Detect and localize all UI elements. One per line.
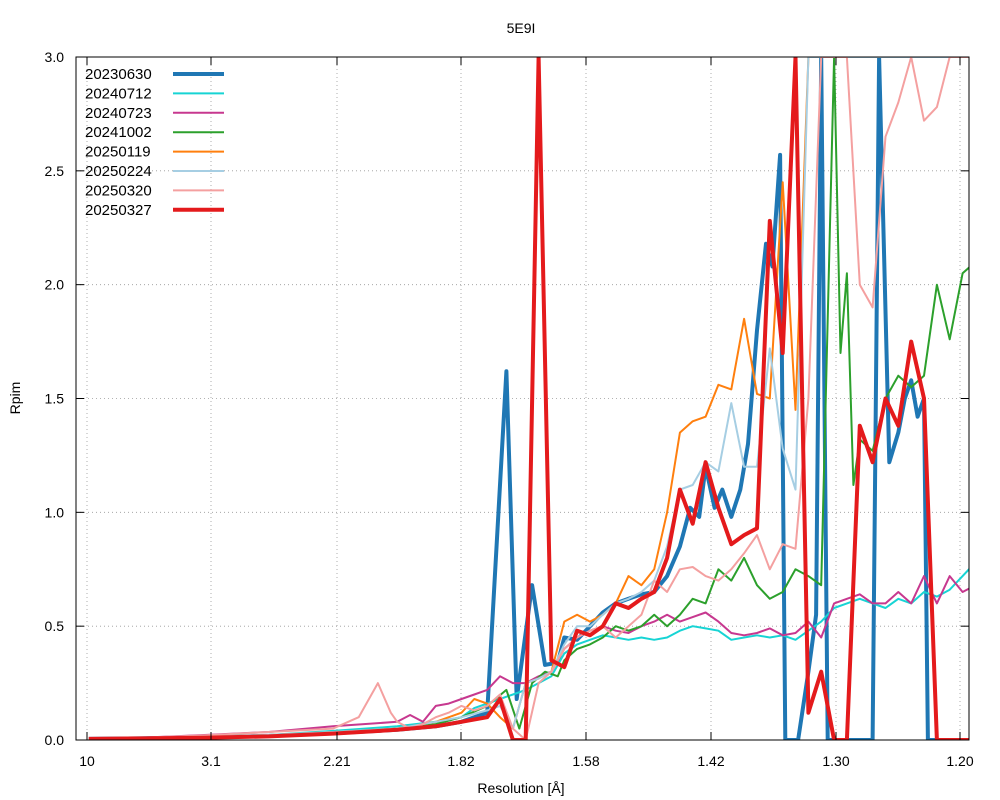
legend-label-20250327: 20250327 xyxy=(85,202,152,219)
series-line-20241002 xyxy=(88,57,969,740)
y-tick-label: 3.0 xyxy=(45,49,65,65)
x-tick-label: 2.21 xyxy=(323,753,350,769)
y-tick-label: 0.0 xyxy=(45,732,65,748)
series-line-20240723 xyxy=(88,575,969,740)
x-axis-label: Resolution [Å] xyxy=(477,780,564,796)
x-tick-label: 1.82 xyxy=(447,753,474,769)
legend-label-20240712: 20240712 xyxy=(85,85,152,102)
x-tick-label: 1.20 xyxy=(946,753,973,769)
x-tick-label: 10 xyxy=(79,753,95,769)
legend-label-20230630: 20230630 xyxy=(85,66,152,83)
y-axis-label: Rpim xyxy=(7,382,23,415)
legend-label-20250224: 20250224 xyxy=(85,163,152,180)
chart-title: 5E9I xyxy=(507,20,536,36)
y-tick-label: 1.5 xyxy=(45,391,65,407)
y-tick-label: 0.5 xyxy=(45,618,65,634)
y-tick-label: 1.0 xyxy=(45,504,65,520)
series-line-20250320 xyxy=(88,57,969,740)
y-tick-label: 2.0 xyxy=(45,277,65,293)
axis-ticks: 10 3.1 2.21 1.82 1.58 1.42 1.30 1.20 0.0 0.5 1.0 1.… xyxy=(45,49,974,769)
legend: 20230630 20240712 20240723 20241002 20250119… xyxy=(85,66,224,219)
legend-label-20240723: 20240723 xyxy=(85,105,152,122)
series-line-20230630 xyxy=(88,57,969,740)
series-line-20250327 xyxy=(88,57,969,740)
y-tick-label: 2.5 xyxy=(45,163,65,179)
x-tick-label: 3.1 xyxy=(201,753,221,769)
series-lines xyxy=(88,57,969,740)
legend-label-20250320: 20250320 xyxy=(85,182,152,199)
x-tick-label: 1.42 xyxy=(697,753,724,769)
legend-label-20241002: 20241002 xyxy=(85,124,152,141)
plot-frame xyxy=(75,56,970,741)
x-tick-label: 1.30 xyxy=(822,753,849,769)
x-tick-label: 1.58 xyxy=(572,753,599,769)
series-line-20240712 xyxy=(88,567,969,740)
legend-label-20250119: 20250119 xyxy=(85,144,151,161)
grid-lines xyxy=(76,57,969,740)
